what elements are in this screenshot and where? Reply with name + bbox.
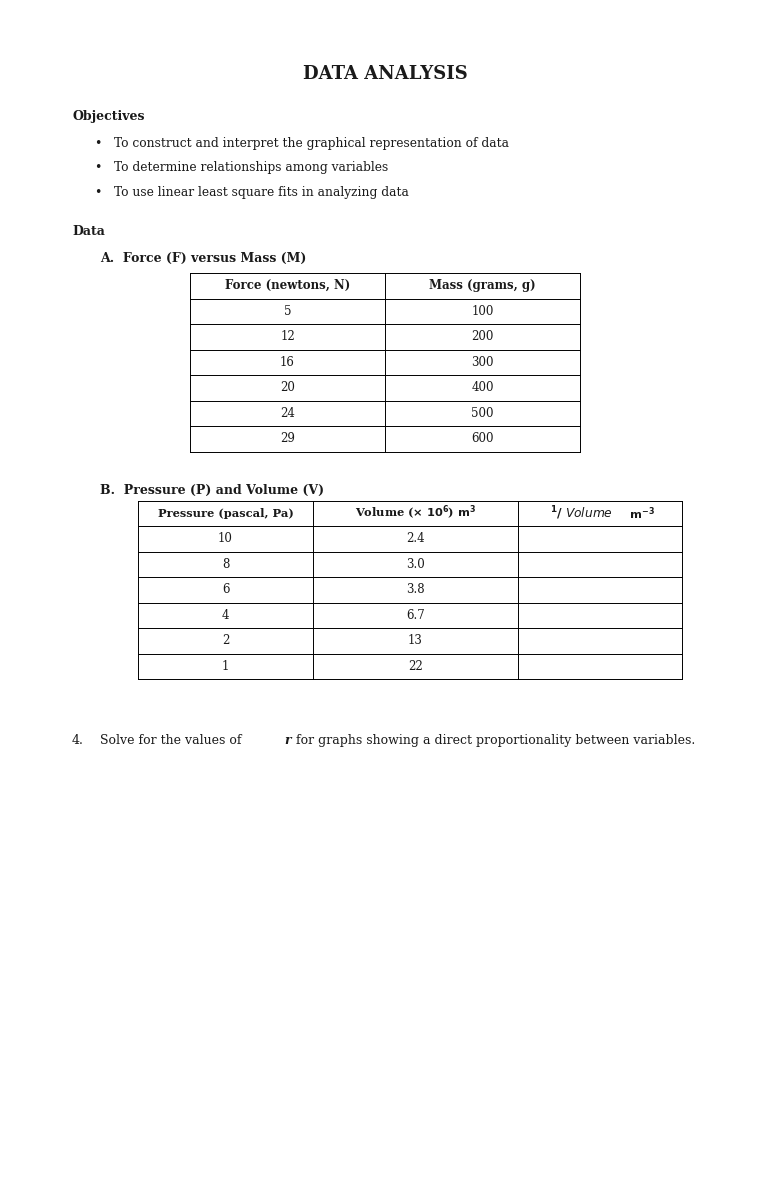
Text: •: • — [94, 186, 101, 199]
Text: To construct and interpret the graphical representation of data: To construct and interpret the graphical… — [114, 137, 509, 150]
Text: To use linear least square fits in analyzing data: To use linear least square fits in analy… — [114, 186, 409, 199]
Text: Force (newtons, N): Force (newtons, N) — [225, 280, 350, 293]
Text: •: • — [94, 162, 101, 174]
Text: 10: 10 — [218, 533, 233, 545]
Text: Pressure (pascal, Pa): Pressure (pascal, Pa) — [157, 508, 294, 518]
Text: $\mathbf{\ m^{-3}}$: $\mathbf{\ m^{-3}}$ — [626, 505, 655, 522]
Text: 4.: 4. — [72, 734, 84, 746]
Text: A.  Force (F) versus Mass (M): A. Force (F) versus Mass (M) — [100, 252, 306, 265]
Text: 5: 5 — [284, 305, 291, 318]
Text: 20: 20 — [280, 382, 295, 395]
Text: 6.7: 6.7 — [406, 608, 425, 622]
Text: Solve for the values of: Solve for the values of — [100, 734, 245, 746]
Text: 13: 13 — [408, 635, 423, 647]
Text: 24: 24 — [280, 407, 295, 420]
Text: 29: 29 — [280, 432, 295, 445]
Text: Mass (grams, g): Mass (grams, g) — [429, 280, 536, 293]
Text: 300: 300 — [471, 355, 493, 368]
Text: 3.0: 3.0 — [406, 558, 425, 571]
Text: 4: 4 — [222, 608, 229, 622]
Text: B.  Pressure (P) and Volume (V): B. Pressure (P) and Volume (V) — [100, 484, 324, 497]
Text: 8: 8 — [222, 558, 229, 571]
Text: 3.8: 3.8 — [406, 583, 425, 596]
Text: 600: 600 — [471, 432, 493, 445]
Text: 16: 16 — [280, 355, 295, 368]
Text: 2: 2 — [222, 635, 229, 647]
Text: for graphs showing a direct proportionality between variables.: for graphs showing a direct proportional… — [292, 734, 695, 746]
Text: $\mathbf{\mathit{Volume}}$: $\mathbf{\mathit{Volume}}$ — [565, 506, 613, 521]
Text: Volume ($\mathbf{\times}$ $\mathbf{10^{6}}$) $\mathbf{m^{3}}$: Volume ($\mathbf{\times}$ $\mathbf{10^{6… — [355, 504, 476, 522]
Text: Objectives: Objectives — [72, 110, 144, 122]
Text: Data: Data — [72, 226, 105, 238]
Text: To determine relationships among variables: To determine relationships among variabl… — [114, 162, 389, 174]
Text: DATA ANALYSIS: DATA ANALYSIS — [303, 65, 468, 83]
Text: 1: 1 — [222, 660, 229, 673]
Text: r: r — [284, 734, 291, 746]
Text: 6: 6 — [222, 583, 229, 596]
Text: 22: 22 — [408, 660, 423, 673]
Text: 100: 100 — [471, 305, 493, 318]
Text: •: • — [94, 137, 101, 150]
Text: 12: 12 — [280, 330, 295, 343]
Text: 400: 400 — [471, 382, 493, 395]
Text: 500: 500 — [471, 407, 493, 420]
Text: 200: 200 — [471, 330, 493, 343]
Text: $\mathbf{^{1}/}$: $\mathbf{^{1}/}$ — [550, 504, 563, 522]
Text: 2.4: 2.4 — [406, 533, 425, 545]
